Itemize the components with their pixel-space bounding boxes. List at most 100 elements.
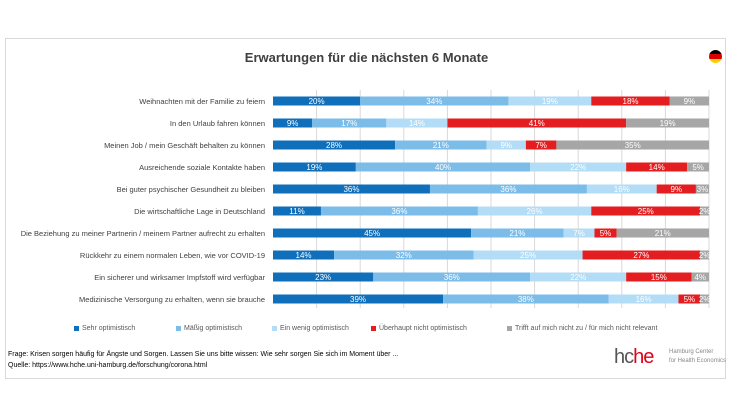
data-label: 22% (570, 163, 586, 172)
data-label: 3% (697, 185, 709, 194)
bar-segment (530, 162, 627, 172)
category-label: Meinen Job / mein Geschäft behalten zu k… (104, 141, 265, 150)
bar-segment (700, 250, 709, 260)
bar-segment (386, 118, 448, 128)
data-label: 25% (520, 251, 536, 260)
bar-segment (525, 140, 557, 150)
footer: Frage: Krisen sorgen häufig für Ängste u… (8, 349, 568, 371)
legend-label: Überhaupt nicht optimistisch (379, 325, 467, 332)
legend-swatch (176, 325, 181, 331)
bar-segment (273, 96, 361, 106)
bar-segment (591, 96, 670, 106)
data-label: 45% (364, 229, 380, 238)
data-label: 34% (426, 97, 442, 106)
bar-segment (273, 118, 313, 128)
data-label: 26% (527, 207, 543, 216)
bar-segment (312, 118, 387, 128)
bar-segment (273, 272, 374, 282)
data-label: 36% (343, 185, 359, 194)
data-label: 9% (287, 119, 299, 128)
data-label: 2% (699, 295, 711, 304)
data-label: 27% (633, 251, 649, 260)
legend: Sehr optimistisch Mäßig optimistisch Ein w… (0, 325, 733, 337)
data-label: 18% (623, 97, 639, 106)
data-label: 14% (296, 251, 312, 260)
category-label: Die wirtschaftliche Lage in Deutschland (134, 207, 265, 216)
bar-segment (471, 228, 564, 238)
bar-segment (273, 162, 356, 172)
data-label: 14% (409, 119, 425, 128)
bar-segment (273, 294, 444, 304)
category-label: Die Beziehung zu meiner Partnerin / mein… (21, 229, 265, 238)
data-label: 5% (684, 295, 696, 304)
data-label: 22% (570, 273, 586, 282)
legend-item: Sehr optimistisch (74, 325, 135, 332)
legend-swatch (507, 325, 512, 331)
bar-segment (691, 272, 709, 282)
data-label: 7% (535, 141, 547, 150)
data-label: 9% (500, 141, 512, 150)
bar-segment (582, 250, 701, 260)
legend-item: Mäßig optimistisch (176, 325, 242, 332)
data-label: 17% (341, 119, 357, 128)
bar-segment (443, 294, 609, 304)
bar-segment (273, 184, 430, 194)
bar-segment (334, 250, 474, 260)
bar-segment (429, 184, 587, 194)
data-label: 21% (655, 229, 671, 238)
data-label: 7% (573, 229, 585, 238)
bar-segment (395, 140, 487, 150)
data-label: 36% (444, 273, 460, 282)
bar-segment (700, 206, 709, 216)
data-label: 39% (350, 295, 366, 304)
data-label: 14% (649, 163, 665, 172)
bar-segment (563, 228, 595, 238)
bar-segment (594, 228, 617, 238)
bar-segment (678, 294, 701, 304)
data-label: 5% (692, 163, 704, 172)
stacked-bar-chart: Weihnachten mit der Familie zu feiern 20%… (21, 90, 711, 308)
data-label: 9% (684, 97, 696, 106)
bar-segment (373, 272, 531, 282)
data-label: 11% (289, 207, 304, 216)
data-label: 23% (315, 273, 331, 282)
bar-segment (273, 250, 335, 260)
data-label: 9% (671, 185, 683, 194)
legend-swatch (74, 325, 79, 331)
bar-segment (477, 206, 592, 216)
bar-segment (695, 184, 709, 194)
data-label: 28% (326, 141, 342, 150)
data-label: 40% (435, 163, 451, 172)
bar-segment (273, 206, 321, 216)
data-label: 20% (309, 97, 325, 106)
data-label: 5% (600, 229, 612, 238)
data-label: 38% (518, 295, 534, 304)
bar-segment (273, 140, 396, 150)
bar-segment (486, 140, 526, 150)
bar-segment (626, 272, 692, 282)
bar-segment (530, 272, 627, 282)
category-label: Ein sicherer und wirksamer Impfstoff wir… (94, 273, 265, 282)
data-label: 19% (660, 119, 676, 128)
slide-frame (5, 38, 726, 379)
legend-swatch (272, 325, 277, 331)
bar-segment (626, 118, 709, 128)
bar-segment (608, 294, 679, 304)
bar-segment (687, 162, 709, 172)
category-label: Medizinische Versorgung zu erhalten, wen… (79, 295, 265, 304)
bar-segment (320, 206, 478, 216)
legend-item: Überhaupt nicht optimistisch (371, 325, 467, 332)
legend-swatch (371, 325, 376, 331)
category-label: Bei guter psychischer Gesundheit zu blei… (117, 185, 265, 194)
bar-segment (586, 184, 657, 194)
bar-segment (669, 96, 709, 106)
data-label: 35% (625, 141, 641, 150)
category-label: Rückkehr zu einem normalen Leben, wie vo… (80, 251, 265, 260)
bar-segment (508, 96, 592, 106)
bar-segment (591, 206, 701, 216)
bar-segment (273, 228, 472, 238)
legend-item: Trifft auf mich nicht zu / für mich nich… (507, 325, 657, 332)
data-label: 2% (699, 207, 711, 216)
legend-label: Mäßig optimistisch (184, 325, 242, 332)
bar-segment (616, 228, 709, 238)
